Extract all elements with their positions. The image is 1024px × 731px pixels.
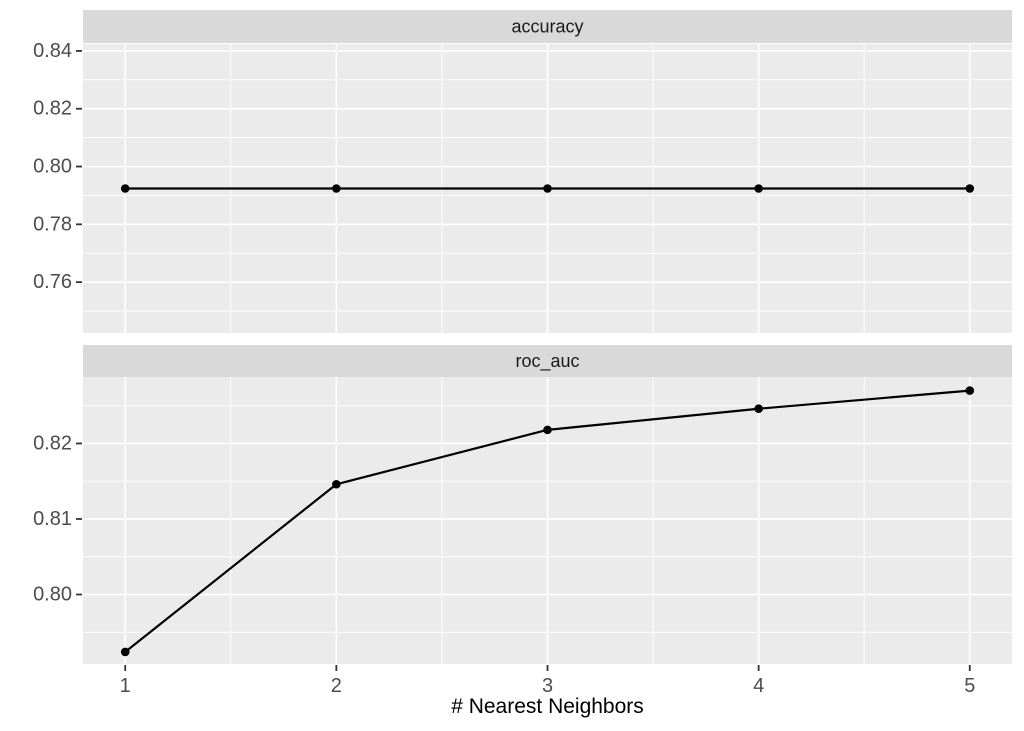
data-point bbox=[120, 184, 130, 193]
data-point bbox=[332, 479, 341, 489]
y-axis-tick-label: 0.84 bbox=[33, 40, 72, 62]
x-axis-tick-label: 3 bbox=[542, 675, 553, 697]
facet-strip bbox=[83, 345, 1012, 377]
data-point bbox=[754, 404, 763, 414]
data-point bbox=[543, 425, 552, 435]
x-axis-tick-label: 2 bbox=[331, 675, 342, 697]
facet-strip bbox=[83, 10, 1012, 43]
facet-accuracy: accuracy 0.84 0.82 0.80 0.78 0.76 bbox=[33, 10, 1012, 333]
x-axis-tick-label: 5 bbox=[964, 675, 975, 697]
y-axis-tick-label: 0.80 bbox=[33, 584, 72, 606]
y-axis-tick-label: 0.81 bbox=[33, 508, 72, 530]
data-point bbox=[332, 184, 341, 193]
data-point bbox=[965, 386, 975, 395]
x-axis-title: # Nearest Neighbors bbox=[451, 695, 644, 718]
data-point bbox=[543, 184, 552, 193]
x-axis-tick-label: 1 bbox=[120, 675, 131, 697]
facet-strip-label: accuracy bbox=[511, 17, 583, 37]
data-point bbox=[965, 184, 975, 193]
y-axis-tick-label: 0.82 bbox=[33, 432, 72, 454]
y-axis-tick-label: 0.82 bbox=[33, 98, 72, 120]
y-axis-tick-label: 0.80 bbox=[33, 156, 72, 178]
y-axis-tick-label: 0.76 bbox=[33, 271, 72, 293]
data-point bbox=[120, 647, 130, 657]
x-axis-tick-label: 4 bbox=[753, 675, 764, 697]
facet-strip-label: roc_auc bbox=[515, 351, 579, 372]
facet-roc_auc: roc_auc 0.82 0.81 0.80 1 2 3 4 5 bbox=[33, 345, 1012, 697]
data-point bbox=[754, 184, 763, 193]
y-axis-tick-label: 0.78 bbox=[33, 213, 72, 235]
